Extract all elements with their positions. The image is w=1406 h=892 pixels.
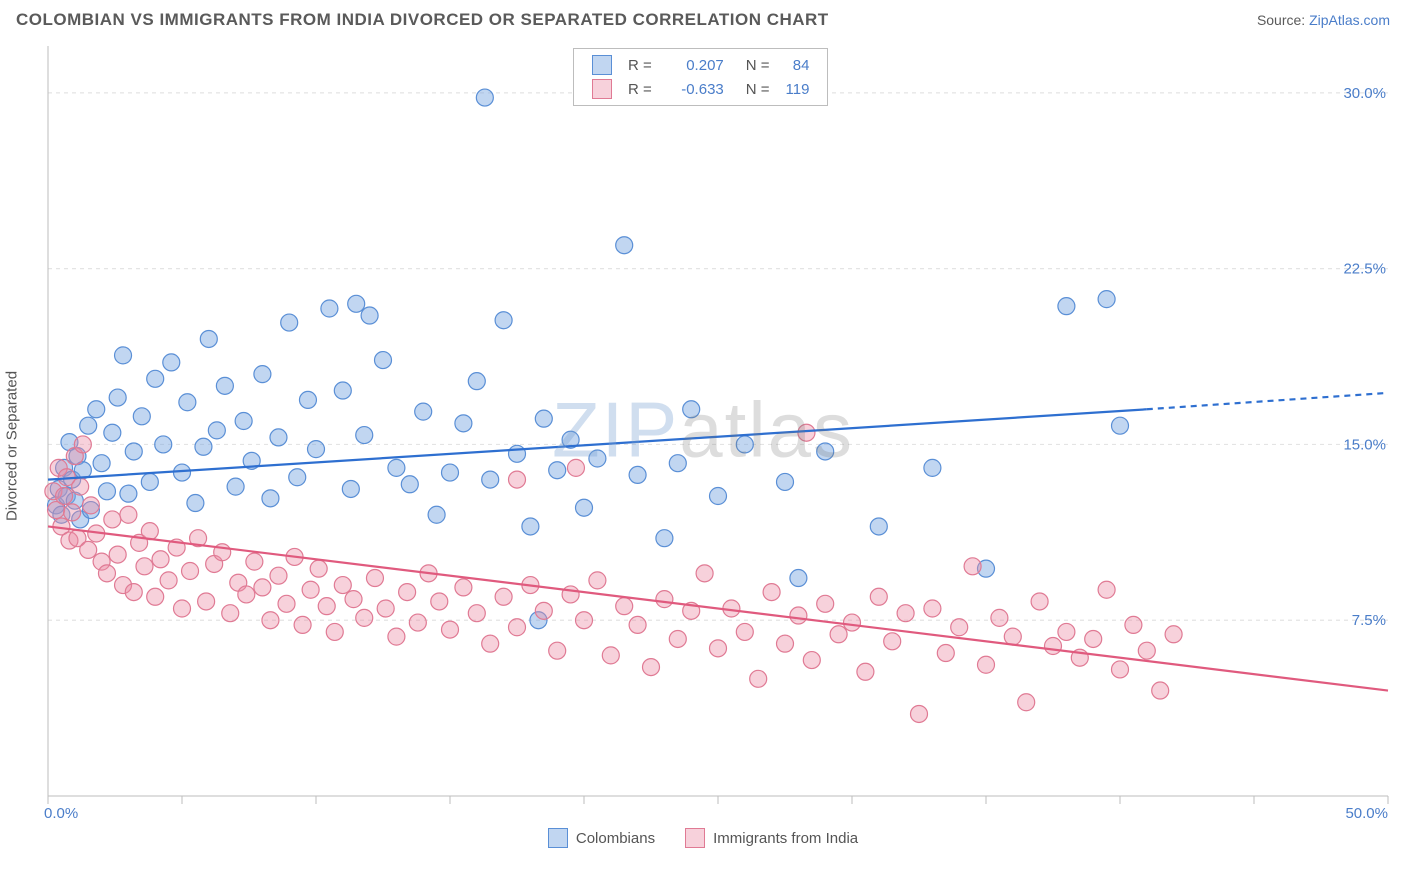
chart-title: COLOMBIAN VS IMMIGRANTS FROM INDIA DIVOR… [16,10,829,30]
bottom-legend: Colombians Immigrants from India [0,828,1406,848]
legend-label-colombians: Colombians [576,830,655,847]
legend-swatch-india [685,828,705,848]
stats-legend-box: R =0.207N =84R =-0.633N =119 [573,48,828,106]
chart-header: COLOMBIAN VS IMMIGRANTS FROM INDIA DIVOR… [0,0,1406,36]
scatter-chart: 7.5% 15.0% 22.5% 30.0% [0,36,1406,856]
y-axis-label: Divorced or Separated [4,371,21,521]
legend-item-colombians: Colombians [548,828,655,848]
svg-text:22.5%: 22.5% [1343,261,1386,278]
x-axis-min-label: 0.0% [44,805,78,822]
svg-text:15.0%: 15.0% [1343,436,1386,453]
x-axis-max-label: 50.0% [1345,805,1388,822]
svg-text:30.0%: 30.0% [1343,85,1386,102]
legend-label-india: Immigrants from India [713,830,858,847]
chart-container: Divorced or Separated 7.5% 15.0% 22.5% 30.0… [0,36,1406,856]
source-prefix: Source: [1257,12,1309,28]
svg-text:7.5%: 7.5% [1352,612,1386,629]
legend-swatch-colombians [548,828,568,848]
source-link[interactable]: ZipAtlas.com [1309,12,1390,28]
source-attribution: Source: ZipAtlas.com [1257,12,1390,28]
legend-item-india: Immigrants from India [685,828,858,848]
